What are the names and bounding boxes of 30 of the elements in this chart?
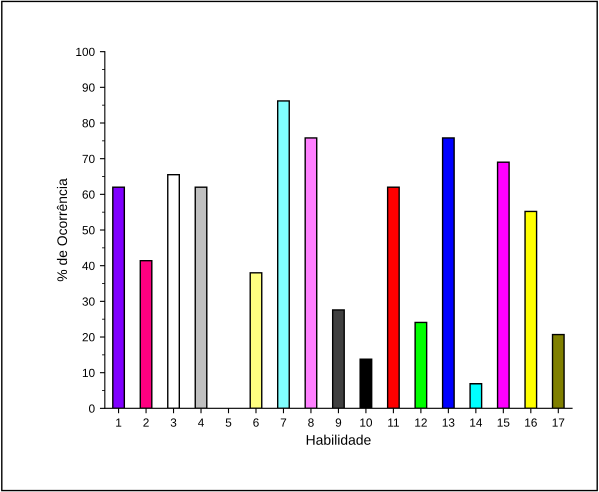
y-tick-label: 80	[82, 119, 95, 128]
x-tick-label: 3	[170, 418, 176, 427]
x-tick-label: 9	[336, 418, 342, 427]
x-tick-label: 14	[470, 418, 482, 427]
x-tick-label: 15	[498, 418, 510, 427]
y-axis-title: % de Ocorrência	[56, 178, 68, 282]
y-tick-label: 10	[82, 368, 95, 378]
x-tick-label: 17	[552, 418, 564, 427]
x-tick-label: 7	[280, 418, 286, 427]
y-tick-label: 70	[82, 154, 95, 164]
y-tick-label: 40	[82, 262, 95, 270]
x-tick-label: 16	[525, 418, 537, 427]
x-axis-title: Habilidade	[306, 434, 371, 445]
y-tick-label: 90	[82, 83, 95, 92]
x-tick-label: 8	[308, 418, 314, 427]
x-tick-label: 12	[415, 418, 427, 427]
y-tick-label: 20	[82, 333, 95, 342]
x-tick-label: 1	[116, 418, 122, 427]
x-tick-label: 13	[442, 418, 454, 427]
x-tick-label: 6	[253, 418, 259, 427]
x-tick-label: 4	[198, 418, 204, 427]
y-tick-label: 30	[82, 297, 95, 306]
y-tick-label: 100	[76, 48, 95, 56]
y-tick-label: 60	[82, 190, 95, 199]
y-tick-label: 50	[82, 226, 95, 234]
x-tick-label: 11	[388, 418, 399, 427]
x-tick-label: 5	[226, 418, 232, 427]
x-tick-label: 2	[143, 418, 149, 427]
x-tick-label: 10	[360, 418, 372, 427]
y-tick-label: 0	[89, 404, 95, 413]
